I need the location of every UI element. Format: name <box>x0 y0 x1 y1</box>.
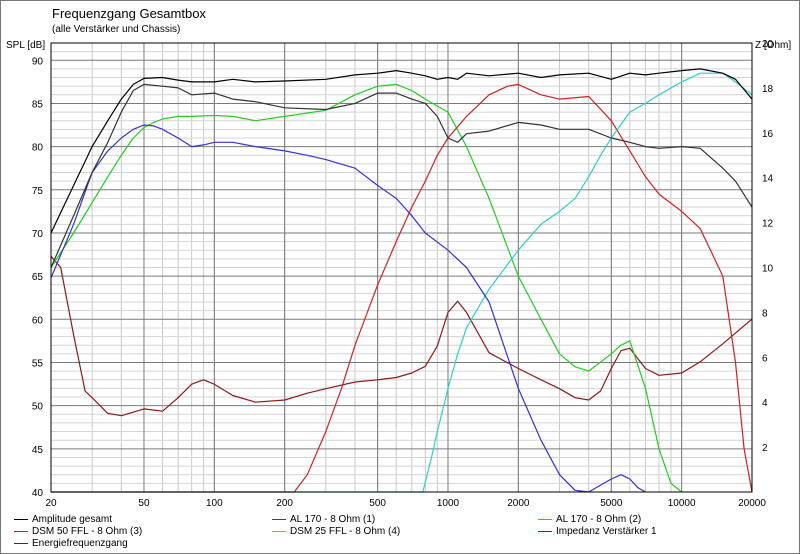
y2-tick-label: 12 <box>762 219 774 230</box>
minor-grid <box>50 42 753 492</box>
legend-label: AL 170 - 8 Ohm (1) <box>290 514 376 525</box>
legend-swatch <box>14 530 28 532</box>
x-tick-label: 20000 <box>738 498 766 509</box>
x-tick-label: 5000 <box>600 498 623 509</box>
frequency-response-plot: 20 50 100 200 500 1000 2000 5000 10000 20000 4045… <box>32 39 774 509</box>
legend-swatch <box>538 518 552 520</box>
legend-swatch <box>272 530 286 532</box>
y-tick-label: 65 <box>32 272 44 283</box>
legend-label: AL 170 - 8 Ohm (2) <box>556 514 642 525</box>
y2-tick-labels: 2 4 6 8 10 12 14 16 18 20 <box>762 39 774 454</box>
y2-tick-label: 14 <box>762 174 774 185</box>
plot-border <box>50 42 753 493</box>
x-tick-label: 10000 <box>668 498 696 509</box>
y-tick-label: 90 <box>32 56 44 67</box>
legend-item: Energiefrequenzgang <box>14 538 128 550</box>
y2-axis-label: Z [Ohm] <box>755 40 792 51</box>
legend-swatch <box>272 518 286 520</box>
y-tick-label: 80 <box>32 143 44 154</box>
x-tick-label: 2000 <box>507 498 530 509</box>
legend-label: DSM 50 FFL - 8 Ohm (3) <box>32 526 143 537</box>
y-tick-label: 75 <box>32 186 44 197</box>
chart-subtitle: (alle Verstärker und Chassis) <box>52 24 181 35</box>
y-tick-label: 55 <box>32 358 44 369</box>
y-tick-label: 70 <box>32 229 44 240</box>
series-line-7 <box>50 83 753 268</box>
chart-title: Frequenzgang Gesamtbox <box>52 6 206 21</box>
legend-item: Amplitude gesamt <box>14 514 112 526</box>
y-tick-label: 50 <box>32 402 44 413</box>
series-line-4 <box>51 83 753 493</box>
legend-item: AL 170 - 8 Ohm (1) <box>272 514 375 526</box>
x-tick-label: 1000 <box>437 498 460 509</box>
x-tick-label: 500 <box>369 498 386 509</box>
y2-tick-label: 4 <box>762 398 768 409</box>
legend-item: DSM 50 FFL - 8 Ohm (3) <box>14 526 142 538</box>
y2-tick-label: 2 <box>762 443 768 454</box>
y-tick-label: 40 <box>32 488 44 499</box>
x-tick-labels: 20 50 100 200 500 1000 2000 5000 10000 20000 <box>45 498 766 509</box>
legend: Amplitude gesamt AL 170 - 8 Ohm (1) AL 170… <box>0 512 800 554</box>
series-line-6 <box>50 255 753 417</box>
legend-label: Energiefrequenzgang <box>32 538 128 549</box>
series-line-1 <box>50 68 753 234</box>
series-line-3 <box>50 83 683 493</box>
legend-swatch <box>14 518 28 520</box>
x-tick-label: 50 <box>138 498 150 509</box>
y2-tick-label: 6 <box>762 353 768 364</box>
y-tick-label: 85 <box>32 99 44 110</box>
y-tick-label: 60 <box>32 315 44 326</box>
legend-label: Impedanz Verstärker 1 <box>556 526 657 537</box>
x-tick-label: 100 <box>206 498 223 509</box>
legend-item: DSM 25 FFL - 8 Ohm (4) <box>272 526 400 538</box>
legend-item: Impedanz Verstärker 1 <box>538 526 657 538</box>
y2-tick-label: 8 <box>762 308 768 319</box>
y-axis-label: SPL [dB] <box>6 40 46 51</box>
y-tick-labels: 40 45 50 55 60 65 70 75 80 85 90 <box>32 56 44 499</box>
y2-tick-label: 20 <box>762 39 774 50</box>
legend-swatch <box>14 542 28 544</box>
legend-label: Amplitude gesamt <box>32 514 113 525</box>
series-line-2 <box>50 124 646 493</box>
legend-swatch <box>538 530 552 532</box>
legend-item: AL 170 - 8 Ohm (2) <box>538 514 641 526</box>
y2-tick-label: 18 <box>762 84 774 95</box>
legend-label: DSM 25 FFL - 8 Ohm (4) <box>290 526 401 537</box>
y-tick-label: 45 <box>32 445 44 456</box>
y2-tick-label: 10 <box>762 264 774 275</box>
x-tick-label: 20 <box>45 498 57 509</box>
y2-tick-label: 16 <box>762 129 774 140</box>
series-layer <box>50 68 753 493</box>
series-line-5 <box>51 72 753 493</box>
x-tick-label: 200 <box>276 498 293 509</box>
